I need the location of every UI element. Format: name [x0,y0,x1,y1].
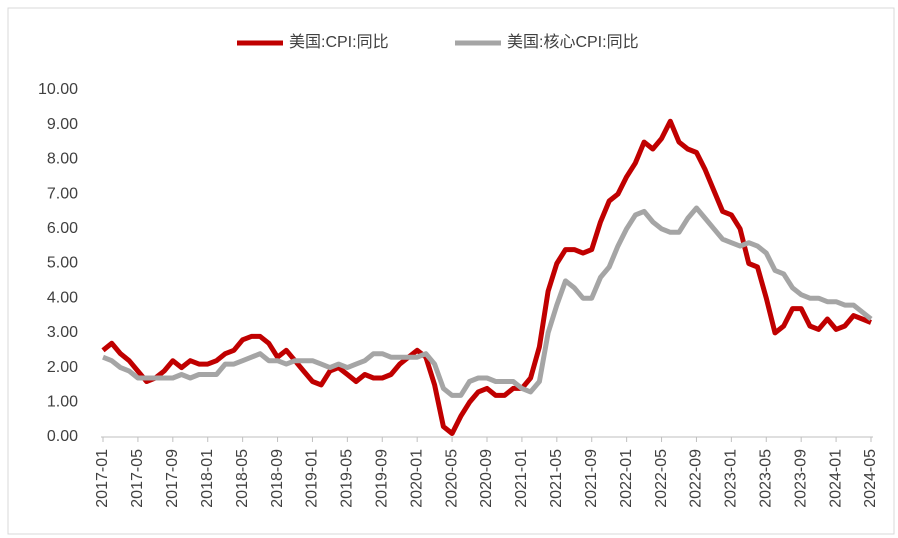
x-tick-label: 2023-05 [757,449,774,508]
x-tick-label: 2020-05 [443,449,460,508]
y-tick-label: 10.00 [38,81,78,98]
y-tick-label: 0.00 [47,428,78,445]
x-tick-label: 2024-01 [827,449,844,508]
x-tick-label: 2022-01 [618,449,635,508]
legend-label: 美国:核心CPI:同比 [507,33,639,51]
y-tick-label: 7.00 [47,185,78,202]
x-tick-label: 2018-05 [234,449,251,508]
x-tick-label: 2021-09 [583,449,600,508]
x-tick-label: 2018-09 [269,449,286,508]
x-tick-label: 2017-01 [94,449,111,508]
chart-frame [7,7,895,535]
x-tick-label: 2019-01 [304,449,321,508]
y-tick-label: 1.00 [47,394,78,411]
series-line [102,205,873,398]
y-tick-label: 2.00 [47,359,78,376]
x-tick-label: 2022-09 [688,449,705,508]
x-tick-label: 2021-01 [513,449,530,508]
y-tick-label: 9.00 [47,116,78,133]
x-tick-label: 2023-09 [792,449,809,508]
x-tick-label: 2019-05 [339,449,356,508]
x-tick-label: 2021-05 [548,449,565,508]
x-tick-label: 2022-05 [653,449,670,508]
x-tick-label: 2017-05 [129,449,146,508]
y-tick-label: 6.00 [47,220,78,237]
legend-label: 美国:CPI:同比 [289,33,389,51]
x-tick-label: 2020-01 [408,449,425,508]
series-line [101,118,872,436]
y-tick-label: 8.00 [47,151,78,168]
x-tick-label: 2019-09 [373,449,390,508]
x-tick-label: 2018-01 [199,449,216,508]
y-tick-label: 5.00 [47,255,78,272]
y-tick-label: 3.00 [47,324,78,341]
x-tick-label: 2020-09 [478,449,495,508]
x-tick-label: 2024-05 [862,449,879,508]
x-tick-label: 2023-01 [723,449,740,508]
x-tick-label: 2017-09 [164,449,181,508]
y-tick-label: 4.00 [47,289,78,306]
